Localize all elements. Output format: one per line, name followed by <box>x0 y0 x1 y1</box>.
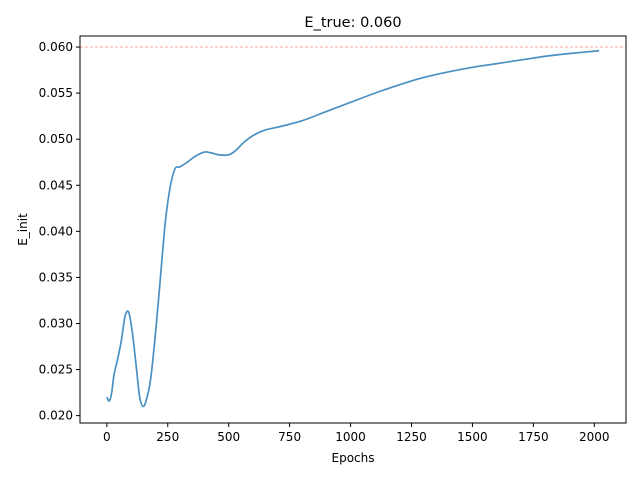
y-tick-label: 0.045 <box>39 178 73 192</box>
x-axis-ticks: 0 250 500 750 1000 1250 1500 1750 2000 <box>103 423 610 444</box>
y-tick-label: 0.020 <box>39 409 73 423</box>
chart-title: E_true: 0.060 <box>304 15 401 31</box>
y-tick-label: 0.025 <box>39 363 73 377</box>
x-tick-label: 2000 <box>579 430 610 444</box>
series-line-0 <box>106 49 600 408</box>
x-tick-label: 1000 <box>335 430 366 444</box>
x-axis-label: Epochs <box>332 451 375 465</box>
y-tick-label: 0.030 <box>39 316 73 330</box>
y-tick-label: 0.060 <box>39 40 73 54</box>
x-tick-label: 1500 <box>457 430 488 444</box>
x-tick-label: 750 <box>278 430 301 444</box>
x-tick-label: 0 <box>103 430 111 444</box>
plot-frame <box>79 35 627 424</box>
series-layer <box>106 49 600 408</box>
y-tick-label: 0.035 <box>39 270 73 284</box>
x-tick-label: 500 <box>217 430 240 444</box>
y-tick-label: 0.055 <box>39 86 73 100</box>
y-axis-label: E_init <box>16 213 30 246</box>
x-tick-label: 250 <box>156 430 179 444</box>
y-tick-label: 0.040 <box>39 224 73 238</box>
x-tick-label: 1250 <box>396 430 427 444</box>
y-axis-ticks: 0.020 0.025 0.030 0.035 0.040 0.045 0.050 0.055… <box>39 40 80 423</box>
y-tick-label: 0.050 <box>39 132 73 146</box>
x-tick-label: 1750 <box>518 430 549 444</box>
